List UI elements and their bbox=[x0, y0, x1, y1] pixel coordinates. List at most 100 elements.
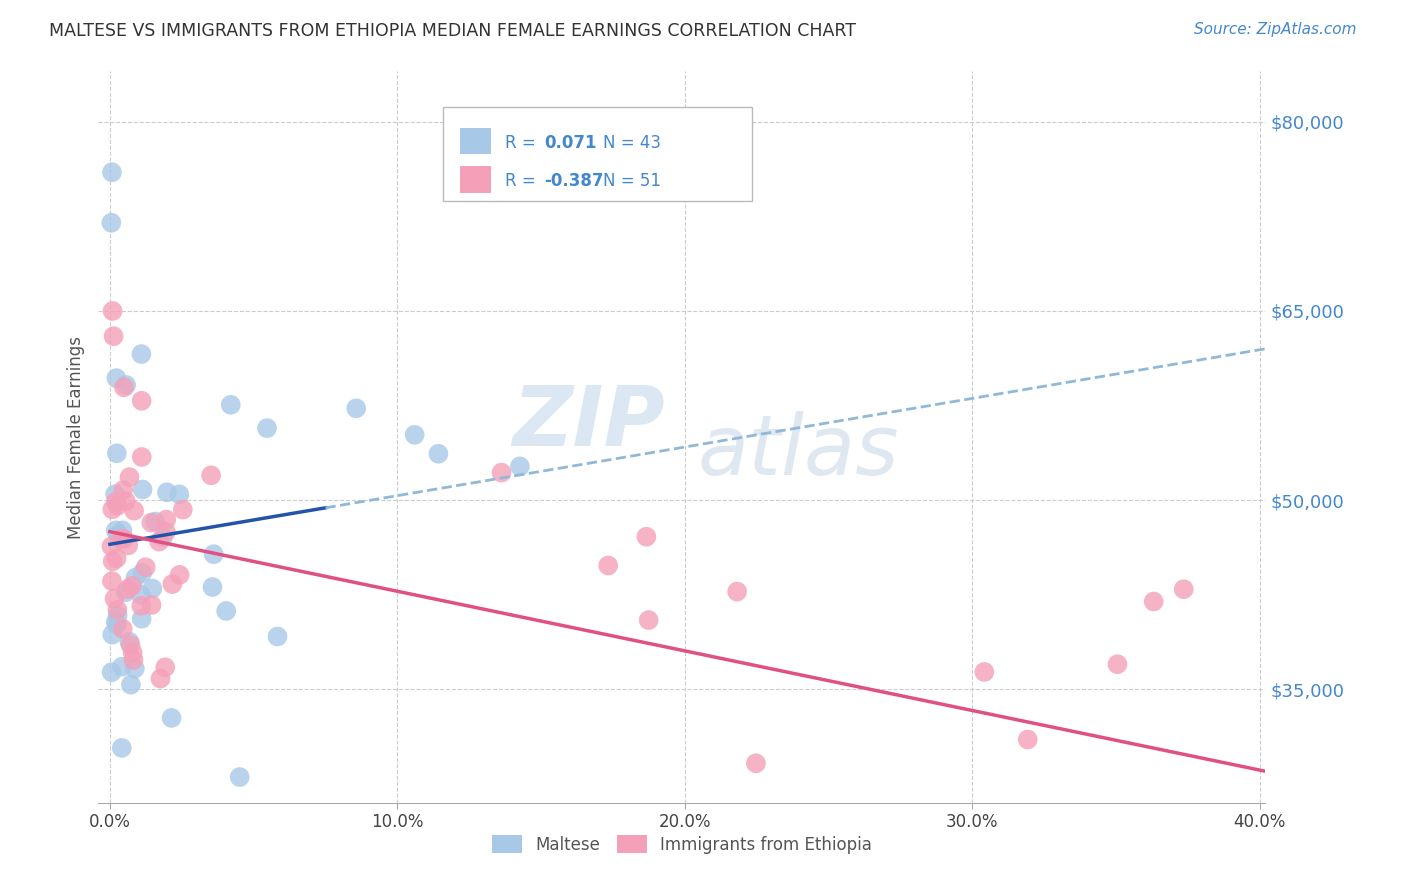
Point bbox=[131, 612, 153, 626]
Point bbox=[118, 634, 141, 648]
Point bbox=[169, 487, 191, 501]
Point bbox=[1173, 582, 1195, 597]
Point bbox=[111, 660, 134, 674]
Point bbox=[215, 604, 238, 618]
Point bbox=[427, 447, 450, 461]
Point bbox=[148, 534, 170, 549]
Point bbox=[112, 483, 135, 497]
Point bbox=[143, 515, 166, 529]
Point bbox=[100, 216, 122, 230]
Point bbox=[256, 421, 278, 435]
Point bbox=[745, 756, 768, 771]
Point bbox=[636, 530, 658, 544]
Point bbox=[101, 574, 124, 588]
Point bbox=[104, 615, 127, 629]
Point bbox=[111, 741, 134, 756]
Point bbox=[101, 304, 124, 318]
Point bbox=[973, 665, 995, 679]
Legend: Maltese, Immigrants from Ethiopia: Maltese, Immigrants from Ethiopia bbox=[485, 829, 879, 860]
Point bbox=[114, 494, 136, 508]
Text: R =: R = bbox=[505, 134, 541, 152]
Point bbox=[131, 393, 153, 408]
Point bbox=[124, 570, 146, 584]
Point bbox=[115, 378, 138, 392]
Y-axis label: Median Female Earnings: Median Female Earnings bbox=[66, 335, 84, 539]
Point bbox=[149, 672, 172, 686]
Point bbox=[162, 577, 184, 591]
Point bbox=[117, 582, 139, 597]
Text: N = 43: N = 43 bbox=[603, 134, 661, 152]
Point bbox=[104, 494, 127, 508]
Text: R =: R = bbox=[505, 172, 541, 190]
Point bbox=[202, 547, 225, 561]
Point bbox=[105, 371, 128, 385]
Point bbox=[172, 502, 194, 516]
Point bbox=[1017, 732, 1039, 747]
Point bbox=[200, 468, 222, 483]
Text: -0.387: -0.387 bbox=[544, 172, 603, 190]
Point bbox=[135, 560, 157, 574]
Point bbox=[141, 598, 163, 612]
Point bbox=[266, 630, 288, 644]
Point bbox=[122, 504, 145, 518]
Point bbox=[120, 638, 142, 652]
Point bbox=[219, 398, 242, 412]
Point bbox=[103, 329, 125, 343]
Point bbox=[141, 516, 163, 530]
Point bbox=[117, 538, 139, 552]
Point bbox=[131, 566, 153, 580]
Text: MALTESE VS IMMIGRANTS FROM ETHIOPIA MEDIAN FEMALE EARNINGS CORRELATION CHART: MALTESE VS IMMIGRANTS FROM ETHIOPIA MEDI… bbox=[49, 22, 856, 40]
Point bbox=[404, 427, 426, 442]
Point bbox=[101, 165, 124, 179]
Point bbox=[155, 524, 177, 539]
Point bbox=[155, 512, 177, 526]
Point bbox=[103, 591, 125, 606]
Point bbox=[121, 646, 143, 660]
Point bbox=[160, 711, 183, 725]
Point bbox=[152, 530, 174, 544]
Point bbox=[1143, 594, 1166, 608]
Point bbox=[105, 446, 128, 460]
Point bbox=[120, 678, 142, 692]
Text: N = 51: N = 51 bbox=[603, 172, 661, 190]
Point bbox=[509, 459, 531, 474]
Point bbox=[101, 627, 124, 641]
Point bbox=[100, 665, 122, 680]
Point bbox=[101, 554, 124, 568]
Point bbox=[104, 524, 127, 538]
Point bbox=[112, 380, 135, 394]
Point bbox=[131, 450, 153, 464]
Point bbox=[131, 483, 153, 497]
Point bbox=[155, 660, 177, 674]
Point bbox=[131, 347, 153, 361]
Point bbox=[100, 539, 122, 553]
Text: 0.071: 0.071 bbox=[544, 134, 596, 152]
Text: atlas: atlas bbox=[697, 411, 900, 492]
Point bbox=[598, 558, 620, 573]
Point bbox=[156, 485, 179, 500]
Point bbox=[141, 582, 163, 596]
Point bbox=[725, 584, 748, 599]
Point bbox=[637, 613, 659, 627]
Point bbox=[107, 608, 129, 623]
Point bbox=[122, 653, 145, 667]
Point bbox=[228, 770, 250, 784]
Point bbox=[129, 599, 152, 613]
Point bbox=[344, 401, 367, 416]
Text: Source: ZipAtlas.com: Source: ZipAtlas.com bbox=[1194, 22, 1357, 37]
Point bbox=[105, 603, 128, 617]
Point bbox=[104, 487, 127, 501]
Point bbox=[110, 532, 132, 546]
Point bbox=[107, 499, 129, 513]
Point bbox=[124, 662, 146, 676]
Point bbox=[169, 567, 191, 582]
Point bbox=[105, 551, 128, 566]
Point bbox=[491, 466, 513, 480]
Text: ZIP: ZIP bbox=[512, 382, 665, 463]
Point bbox=[107, 527, 129, 541]
Point bbox=[112, 532, 135, 546]
Point bbox=[114, 585, 136, 599]
Point bbox=[105, 617, 128, 632]
Point bbox=[101, 502, 124, 516]
Point bbox=[111, 524, 134, 538]
